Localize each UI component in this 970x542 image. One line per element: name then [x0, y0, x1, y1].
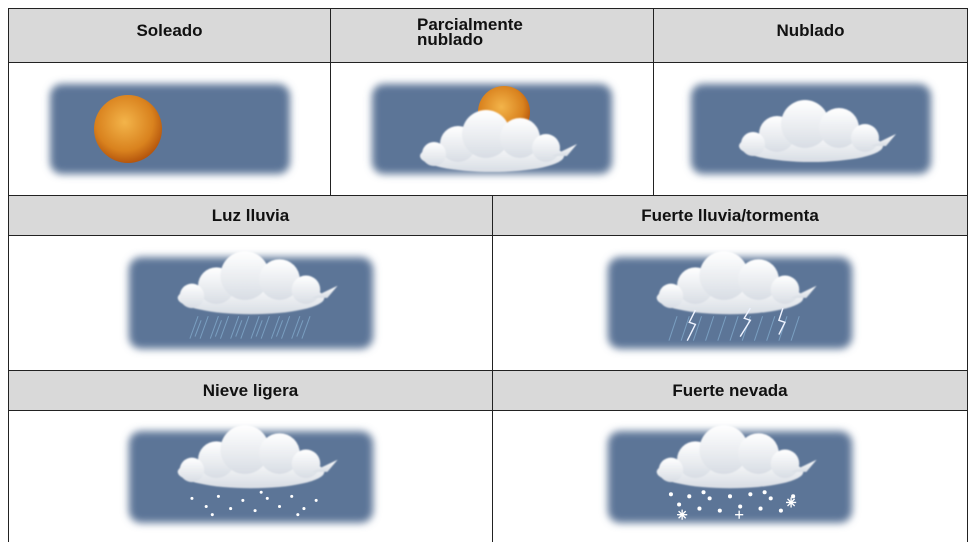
light-snow-icon	[115, 421, 387, 533]
icon-cell	[492, 410, 968, 542]
header-label: Nieve ligera	[202, 381, 299, 400]
icon-cell	[492, 235, 968, 370]
header-cell: Fuerte nevada	[492, 370, 968, 410]
storm-icon	[594, 247, 866, 359]
icon-cell	[8, 235, 492, 370]
header-label: Fuerte nevada	[672, 381, 788, 400]
header-cell: Nublado	[653, 8, 968, 62]
header-cell: Fuerte lluvia/tormenta	[492, 195, 968, 235]
header-cell: Soleado	[8, 8, 330, 62]
sunny-icon	[40, 74, 300, 184]
header-label: Soleado	[136, 21, 203, 40]
heavy-snow-icon	[594, 421, 866, 533]
header-label: Parcialmente nublado	[417, 15, 523, 49]
icon-cell	[653, 62, 968, 195]
icon-cell	[330, 62, 653, 195]
header-cell: Parcialmente nublado	[330, 8, 653, 62]
icon-cell	[8, 62, 330, 195]
header-label: Nublado	[776, 21, 845, 40]
cloudy-icon	[681, 74, 941, 184]
header-label: Luz lluvia	[211, 206, 290, 225]
header-label: Fuerte lluvia/tormenta	[641, 206, 819, 225]
light-rain-icon	[115, 247, 387, 359]
icon-cell	[8, 410, 492, 542]
partly-cloudy-icon	[362, 74, 622, 184]
header-cell: Nieve ligera	[8, 370, 492, 410]
header-cell: Luz lluvia	[8, 195, 492, 235]
